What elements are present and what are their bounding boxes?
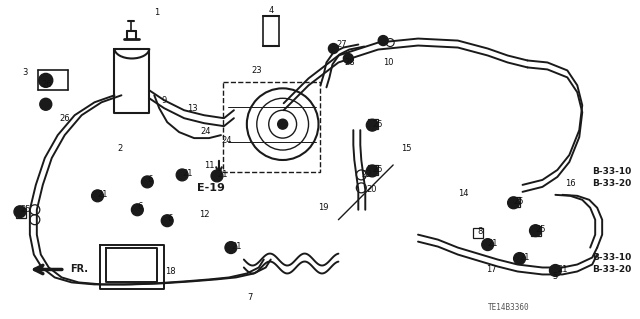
Text: 21: 21: [520, 253, 530, 262]
Circle shape: [141, 176, 153, 188]
Text: 21: 21: [231, 242, 241, 251]
Circle shape: [366, 119, 378, 131]
Text: TE14B3360: TE14B3360: [488, 303, 529, 312]
Text: 13: 13: [187, 104, 198, 113]
Text: 19: 19: [319, 203, 329, 212]
Circle shape: [508, 197, 520, 209]
Circle shape: [39, 73, 52, 87]
Circle shape: [211, 170, 223, 182]
Text: 3: 3: [22, 68, 28, 77]
Bar: [473, 228, 483, 238]
Text: 25: 25: [536, 225, 546, 234]
Text: 21: 21: [217, 170, 227, 179]
Text: 22: 22: [362, 170, 372, 179]
Text: B-33-10: B-33-10: [592, 167, 632, 176]
Circle shape: [176, 169, 188, 181]
Text: 21: 21: [488, 239, 498, 248]
Circle shape: [161, 215, 173, 227]
Text: 6: 6: [167, 214, 173, 223]
Text: 27: 27: [337, 40, 347, 49]
Text: 21: 21: [557, 265, 568, 274]
Text: 6: 6: [138, 202, 143, 211]
Text: 18: 18: [165, 267, 176, 276]
Text: 23: 23: [252, 66, 262, 75]
Circle shape: [225, 241, 237, 254]
Text: 14: 14: [458, 189, 468, 198]
Text: 24: 24: [221, 136, 232, 145]
Text: 1: 1: [154, 8, 159, 17]
Text: 10: 10: [383, 58, 394, 67]
Text: 25: 25: [20, 205, 31, 214]
Text: 12: 12: [199, 210, 209, 219]
Text: 4: 4: [269, 6, 274, 15]
Circle shape: [328, 44, 339, 54]
Text: 24: 24: [200, 127, 211, 136]
Text: 17: 17: [486, 265, 497, 274]
Circle shape: [529, 225, 541, 237]
Text: 6: 6: [147, 175, 153, 184]
Circle shape: [278, 119, 287, 129]
Text: 28: 28: [344, 58, 355, 67]
Bar: [531, 226, 541, 236]
Text: B-33-10: B-33-10: [592, 253, 632, 262]
Circle shape: [366, 165, 378, 177]
Circle shape: [549, 264, 561, 277]
Text: 25: 25: [372, 120, 383, 129]
Text: E-19: E-19: [197, 183, 225, 193]
Bar: [223, 82, 321, 172]
Text: B-33-20: B-33-20: [592, 179, 632, 189]
Circle shape: [131, 204, 143, 216]
Bar: [263, 16, 278, 46]
Text: 9: 9: [161, 96, 166, 105]
Bar: [368, 165, 378, 175]
Text: 15: 15: [401, 144, 412, 152]
Text: 8: 8: [477, 227, 483, 236]
Circle shape: [482, 239, 493, 250]
Text: 25: 25: [513, 197, 524, 206]
Text: 21: 21: [182, 169, 193, 178]
Bar: [16, 208, 26, 218]
Bar: [368, 119, 378, 129]
Circle shape: [92, 190, 104, 202]
Circle shape: [378, 36, 388, 46]
Text: 7: 7: [247, 293, 252, 302]
Text: 16: 16: [565, 179, 576, 189]
Circle shape: [14, 206, 26, 218]
Text: 20: 20: [366, 185, 377, 194]
Text: 26: 26: [60, 114, 70, 123]
Text: 26: 26: [42, 80, 52, 89]
Text: 5: 5: [552, 272, 557, 281]
Bar: [509, 197, 520, 207]
Text: 25: 25: [372, 166, 383, 174]
Text: 2: 2: [118, 144, 123, 152]
Circle shape: [40, 98, 52, 110]
Text: B-33-20: B-33-20: [592, 265, 632, 274]
Text: 11: 11: [204, 161, 214, 170]
Circle shape: [344, 54, 353, 63]
Text: 21: 21: [97, 190, 108, 199]
Circle shape: [513, 253, 525, 264]
Text: FR.: FR.: [70, 264, 88, 274]
